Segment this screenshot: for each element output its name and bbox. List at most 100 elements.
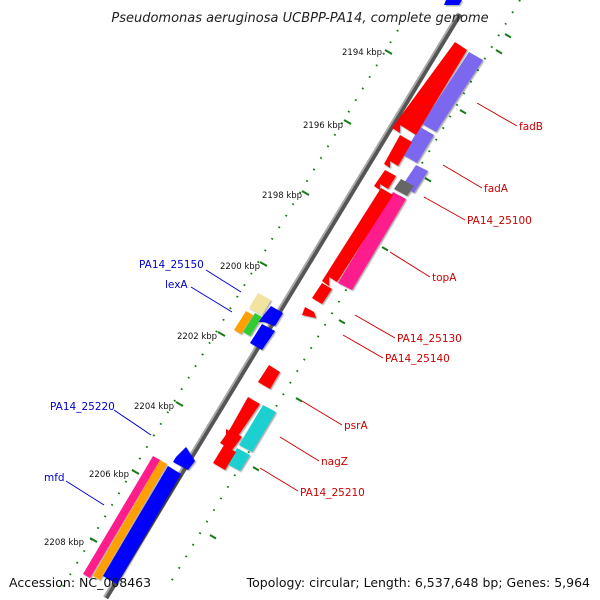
gene-label-fadA[interactable]: fadA [484,183,509,195]
gene-nagZ[interactable] [226,397,260,437]
scale-tick [381,246,389,252]
gene-label-PA14_25210[interactable]: PA14_25210 [300,487,365,499]
gene-psrA[interactable] [258,365,280,389]
gene-PA14_25150[interactable] [258,306,283,326]
guide-dot [347,110,351,113]
gene-PA14_25220[interactable] [173,447,195,470]
guide-dot [344,288,348,292]
scale-label: 2206 kbp [89,470,129,480]
guide-dot [282,393,285,396]
gene-label-PA14_25140[interactable]: PA14_25140 [385,353,450,365]
guide-dot [421,161,424,164]
genome-summary-text: Topology: circular; Length: 6,537,648 bp… [246,575,590,590]
guide-dot [323,323,327,326]
guide-dot [312,168,316,171]
gene-PA14_25210[interactable] [213,445,236,470]
guide-dot [305,179,309,183]
guide-dot [483,57,487,60]
scale-label: 2202 kbp [177,332,217,342]
gene-PA14_25140[interactable] [302,307,316,318]
scale-label: 2196 kbp [303,121,343,131]
guide-dot [490,45,494,49]
guide-dot [117,492,121,495]
guide-dot [275,404,278,408]
guide-dot [368,75,371,79]
gene-label-PA14_25130[interactable]: PA14_25130 [397,333,462,345]
scale-tick [343,119,352,125]
scale-label: 2204 kbp [134,402,174,412]
scale-tick [295,397,303,403]
gene-topA[interactable] [322,188,393,286]
guide-dot [152,434,156,437]
scale-tick [459,109,467,115]
guide-dot [511,11,514,14]
scale-tick [217,331,226,337]
guide-dot [354,98,358,102]
guide-dot [138,457,142,460]
gene-fadA[interactable] [384,135,412,168]
guide-dot [270,237,274,241]
accession-text: Accession: NC_008463 [9,575,151,590]
scale-tick [131,469,140,475]
track-grey-PA14_25100 [394,179,414,196]
guide-dot [166,411,170,414]
guide-dot [215,330,218,333]
guide-dot [462,92,466,95]
guide-dot [124,480,128,483]
guide-dot [159,422,163,426]
guide-dot [180,388,183,391]
gene-label-PA14_25100[interactable]: PA14_25100 [467,215,532,227]
track-purple-fadB [422,52,483,132]
guide-dot [62,584,65,587]
gene-top-partial [444,0,462,5]
gene-lexA[interactable] [250,324,275,350]
gene-label-mfd[interactable]: mfd [44,472,65,484]
scale-tick [175,401,184,407]
gene-labels: fadB fadA PA14_25100 topA PA14_25130 PA1… [44,121,543,499]
guide-dot [428,150,431,153]
gene-label-psrA[interactable]: psrA [344,420,368,432]
guide-dot [476,68,480,72]
gene-PA14_25130[interactable] [312,283,332,304]
gene-fadB[interactable] [392,42,467,135]
guide-dot [291,202,295,206]
gene-label-nagZ[interactable]: nagZ [321,456,348,468]
guide-dot [375,64,378,67]
gene-label-fadB[interactable]: fadB [519,121,543,133]
guide-dot [326,145,330,148]
guide-dot [337,300,341,303]
guide-dot [177,566,181,570]
guide-dot [208,341,211,345]
label-leaders [65,102,518,506]
guide-dot [289,381,292,384]
guide-dot [284,214,288,217]
gene-label-topA[interactable]: topA [432,272,457,284]
guide-dot [222,318,225,321]
scale-label: 2200 kbp [220,262,260,272]
guide-dot [504,22,507,26]
guide-dot [184,555,188,558]
guide-dot [236,295,239,298]
gene-label-lexA[interactable]: lexA [165,279,188,291]
gene-mfd[interactable] [103,466,181,584]
gene-label-PA14_25220[interactable]: PA14_25220 [50,401,115,413]
guide-dot [201,353,204,356]
gene-PA14_25100[interactable] [374,170,396,190]
guide-dot [296,369,299,373]
guide-dot [316,335,320,338]
guide-dot [389,41,392,44]
guide-dot [469,80,473,83]
guide-dot [75,561,79,564]
guide-dot [233,474,237,477]
scale-tick [338,319,346,325]
guide-dot [187,376,190,379]
guide-dot [247,450,250,454]
guide-dot [333,133,337,136]
scale-label: 2198 kbp [262,191,302,201]
guide-dot [441,126,445,130]
guide-dot [448,115,452,118]
guide-dot [434,138,438,141]
gene-label-PA14_25150[interactable]: PA14_25150 [139,259,204,271]
guide-dot [212,508,216,512]
guide-dot [110,503,114,507]
